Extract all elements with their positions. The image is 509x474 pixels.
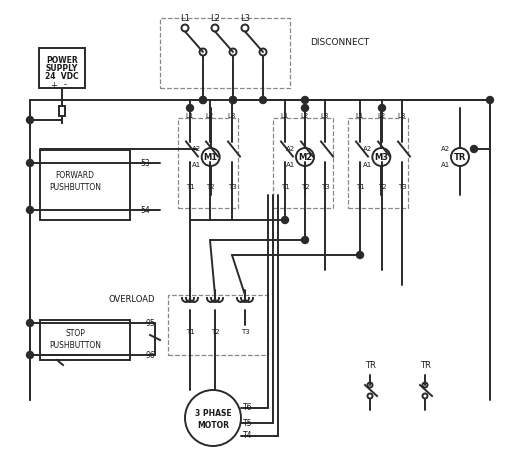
- Circle shape: [378, 104, 385, 111]
- Bar: [272, 118, 332, 208]
- Text: T3: T3: [227, 184, 236, 190]
- Circle shape: [26, 319, 34, 327]
- Text: L2: L2: [300, 113, 308, 119]
- Circle shape: [229, 97, 236, 103]
- Bar: [347, 118, 407, 208]
- Text: T6: T6: [243, 403, 252, 412]
- Text: T4: T4: [243, 431, 252, 440]
- Bar: [178, 118, 238, 208]
- Bar: [167, 295, 267, 355]
- Text: SUPPLY: SUPPLY: [46, 64, 78, 73]
- Text: 54: 54: [140, 206, 150, 215]
- Text: -: -: [64, 81, 66, 90]
- Text: M3: M3: [374, 153, 387, 162]
- Text: A1: A1: [286, 162, 295, 168]
- Text: L1: L1: [280, 113, 289, 119]
- Text: T5: T5: [243, 419, 252, 428]
- Text: A2: A2: [286, 146, 295, 152]
- Circle shape: [199, 97, 206, 103]
- Text: L2: L2: [210, 13, 219, 22]
- Circle shape: [301, 97, 308, 103]
- Bar: [40, 150, 130, 220]
- Circle shape: [301, 237, 308, 244]
- Circle shape: [26, 117, 34, 124]
- Text: MOTOR: MOTOR: [196, 420, 229, 429]
- Bar: [59, 106, 65, 116]
- Text: POWER: POWER: [46, 55, 78, 64]
- Circle shape: [26, 207, 34, 213]
- Text: L1: L1: [355, 113, 363, 119]
- Text: A2: A2: [362, 146, 371, 152]
- Text: T1: T1: [280, 184, 289, 190]
- Text: L3: L3: [240, 13, 249, 22]
- Text: DISCONNECT: DISCONNECT: [309, 37, 369, 46]
- Text: T3: T3: [240, 329, 249, 335]
- Circle shape: [26, 352, 34, 358]
- Text: PUSHBUTTON: PUSHBUTTON: [49, 341, 101, 350]
- Text: 96: 96: [145, 350, 155, 359]
- Circle shape: [186, 104, 193, 111]
- Text: M2: M2: [297, 153, 312, 162]
- Circle shape: [301, 104, 308, 111]
- Text: STOP: STOP: [65, 328, 85, 337]
- Text: L3: L3: [320, 113, 328, 119]
- Text: T1: T1: [355, 184, 363, 190]
- Text: T1: T1: [185, 184, 194, 190]
- Text: T2: T2: [300, 184, 308, 190]
- Text: PUSHBUTTON: PUSHBUTTON: [49, 182, 101, 191]
- Text: A1: A1: [192, 162, 201, 168]
- Text: M1: M1: [203, 153, 217, 162]
- Text: OVERLOAD: OVERLOAD: [108, 295, 155, 304]
- Text: TR: TR: [419, 361, 430, 370]
- Text: FORWARD: FORWARD: [55, 171, 94, 180]
- Circle shape: [229, 97, 236, 103]
- Text: T2: T2: [205, 184, 214, 190]
- Text: T3: T3: [397, 184, 406, 190]
- Text: T3: T3: [320, 184, 329, 190]
- Text: A2: A2: [192, 146, 201, 152]
- Text: L1: L1: [185, 113, 194, 119]
- Text: T2: T2: [377, 184, 385, 190]
- Text: A1: A1: [362, 162, 371, 168]
- Circle shape: [470, 146, 476, 153]
- Text: 95: 95: [145, 319, 155, 328]
- Bar: [160, 18, 290, 88]
- Circle shape: [199, 97, 206, 103]
- Text: L3: L3: [228, 113, 236, 119]
- Text: L2: L2: [206, 113, 214, 119]
- Circle shape: [281, 217, 288, 224]
- Circle shape: [26, 159, 34, 166]
- Bar: [39, 48, 85, 88]
- Text: 3 PHASE: 3 PHASE: [194, 409, 231, 418]
- Text: L2: L2: [377, 113, 385, 119]
- Text: TR: TR: [364, 361, 375, 370]
- Text: T1: T1: [185, 329, 194, 335]
- Circle shape: [259, 97, 266, 103]
- Text: A1: A1: [440, 162, 450, 168]
- Text: T2: T2: [210, 329, 219, 335]
- Circle shape: [486, 97, 493, 103]
- Text: 24  VDC: 24 VDC: [45, 72, 79, 81]
- Text: L1: L1: [180, 13, 189, 22]
- Bar: [40, 320, 130, 360]
- Text: 53: 53: [140, 158, 150, 167]
- Text: A2: A2: [441, 146, 449, 152]
- Text: TR: TR: [453, 153, 465, 162]
- Text: L3: L3: [397, 113, 405, 119]
- Circle shape: [356, 252, 363, 258]
- Text: +: +: [50, 81, 58, 90]
